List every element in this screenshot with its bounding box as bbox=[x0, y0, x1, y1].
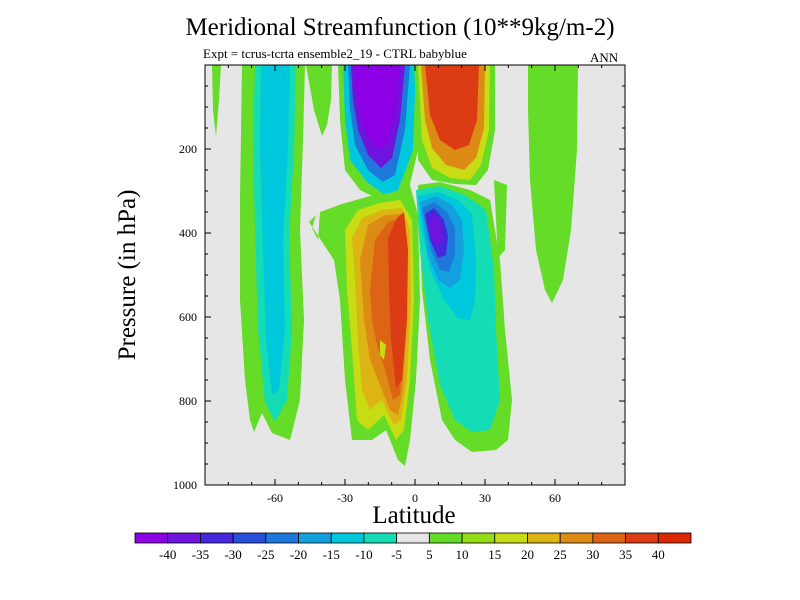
colorbar-label: -15 bbox=[323, 547, 340, 562]
x-tick-label: 30 bbox=[479, 491, 491, 505]
contour-south-polar-tongue bbox=[212, 65, 221, 137]
colorbar-swatch bbox=[494, 532, 528, 544]
y-tick-label: 400 bbox=[179, 226, 197, 240]
colorbar-swatch bbox=[200, 532, 234, 544]
colorbar-label: -20 bbox=[290, 547, 307, 562]
colorbar-swatch bbox=[625, 532, 659, 544]
axis-ticks bbox=[204, 64, 626, 486]
contour-south-midlat-cyan bbox=[260, 65, 290, 395]
colorbar-label: 25 bbox=[554, 547, 567, 562]
contour-hadley-south-core bbox=[354, 65, 400, 150]
x-tick-label: -60 bbox=[267, 491, 283, 505]
colorbar-label: 30 bbox=[586, 547, 599, 562]
colorbar-swatch bbox=[134, 532, 169, 544]
colorbar-swatch bbox=[330, 532, 365, 544]
contour-hadley-north-red bbox=[425, 65, 479, 150]
y-tick-label: 600 bbox=[179, 310, 197, 324]
colorbar-label: 5 bbox=[426, 547, 433, 562]
y-tick-label: 1000 bbox=[173, 478, 197, 492]
chart-title: Meridional Streamfunction (10**9kg/m-2) bbox=[185, 14, 615, 41]
contour-fields bbox=[212, 65, 578, 466]
contour-north-violet-core bbox=[428, 214, 443, 247]
colorbar-label: 20 bbox=[521, 547, 534, 562]
axis-tick-labels: -60 -30 0 30 60 200 400 600 800 1000 bbox=[173, 142, 561, 505]
colorbar-label: 10 bbox=[456, 547, 469, 562]
contour-equator-surface-tongue bbox=[380, 340, 386, 360]
contour-equator-red-core bbox=[388, 212, 408, 388]
colorbar-label: -5 bbox=[391, 547, 402, 562]
x-axis-label: Latitude bbox=[372, 502, 456, 529]
colorbar-label: -25 bbox=[257, 547, 274, 562]
y-tick-label: 200 bbox=[179, 142, 197, 156]
colorbar-swatch bbox=[396, 532, 430, 544]
colorbar-label: 35 bbox=[619, 547, 632, 562]
colorbar-swatch bbox=[592, 532, 626, 544]
colorbar-label: -40 bbox=[159, 547, 176, 562]
colorbar: -40 -35 -30 -25 -20 -15 -10 -5 5 10 15 20 25 30 35 40 bbox=[134, 532, 692, 562]
colorbar-swatch bbox=[559, 532, 594, 544]
colorbar-swatch bbox=[657, 532, 692, 544]
contour-north-far-tongue bbox=[494, 180, 507, 258]
colorbar-swatch bbox=[167, 532, 201, 544]
x-tick-label: 60 bbox=[549, 491, 561, 505]
y-tick-label: 800 bbox=[179, 394, 197, 408]
colorbar-swatch bbox=[461, 532, 496, 544]
colorbar-swatch bbox=[428, 532, 463, 544]
x-tick-label: -30 bbox=[337, 491, 353, 505]
season-label: ANN bbox=[590, 50, 619, 65]
x-tick-label: 0 bbox=[412, 491, 418, 505]
colorbar-label: -10 bbox=[355, 547, 372, 562]
colorbar-swatch bbox=[232, 532, 267, 544]
colorbar-label: 40 bbox=[652, 547, 665, 562]
contour-south-green-column bbox=[306, 65, 332, 136]
contour-north-arctic-band bbox=[528, 65, 578, 303]
colorbar-label: 15 bbox=[488, 547, 501, 562]
colorbar-label: -30 bbox=[224, 547, 241, 562]
colorbar-swatch bbox=[265, 532, 299, 544]
colorbar-label: -35 bbox=[192, 547, 209, 562]
colorbar-swatch bbox=[527, 532, 561, 544]
colorbar-swatch bbox=[298, 532, 332, 544]
chart-subtitle: Expt = tcrus-tcrta ensemble2_19 - CTRL b… bbox=[203, 46, 467, 61]
colorbar-swatch bbox=[363, 532, 398, 544]
